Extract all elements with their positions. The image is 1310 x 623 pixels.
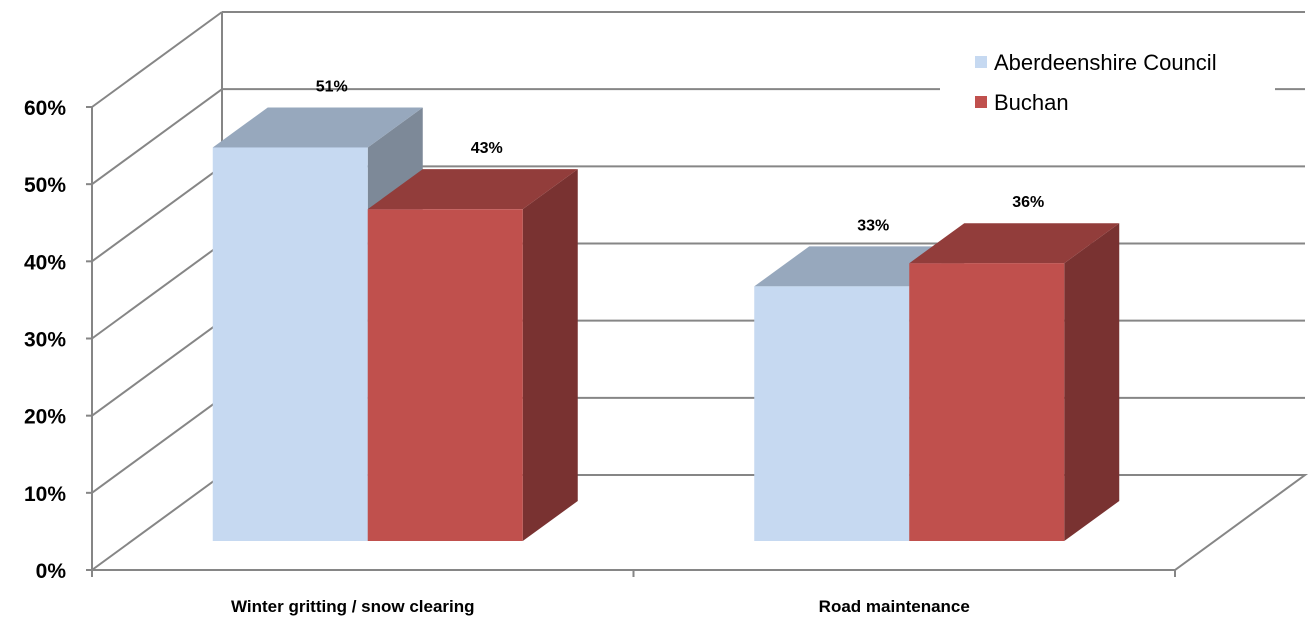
side-gridline — [91, 165, 223, 263]
legend-swatch — [975, 96, 987, 108]
x-category-label: Road maintenance — [819, 597, 970, 616]
bar-side-face — [1064, 223, 1120, 541]
bar-top-face — [909, 223, 1120, 264]
bar-top-face — [367, 169, 578, 210]
data-label: 33% — [857, 217, 889, 234]
data-label: 36% — [1012, 194, 1044, 211]
y-tick-label: 30% — [24, 329, 66, 352]
side-gridline — [91, 397, 223, 494]
side-gridline — [91, 319, 223, 417]
y-tick-label: 60% — [24, 97, 66, 120]
bar — [754, 286, 910, 541]
data-label: 51% — [316, 78, 348, 95]
y-tick-label: 10% — [24, 483, 66, 506]
side-gridline — [91, 11, 223, 108]
y-tick-label: 50% — [24, 174, 66, 197]
legend-label: Aberdeenshire Council — [994, 50, 1217, 75]
legend-swatch — [975, 56, 987, 68]
data-label: 43% — [471, 140, 503, 157]
legend-box — [940, 40, 1275, 125]
legend-label: Buchan — [994, 90, 1069, 115]
side-gridline — [91, 242, 223, 340]
side-gridline — [91, 88, 223, 185]
y-tick-label: 0% — [36, 560, 67, 583]
bar-top-face — [212, 107, 423, 148]
x-category-label: Winter gritting / snow clearing — [231, 597, 475, 616]
y-tick-label: 20% — [24, 406, 66, 429]
bar — [212, 147, 368, 541]
bar-side-face — [522, 169, 578, 541]
bar — [367, 209, 523, 541]
bar — [909, 263, 1065, 541]
y-tick-label: 40% — [24, 251, 66, 274]
